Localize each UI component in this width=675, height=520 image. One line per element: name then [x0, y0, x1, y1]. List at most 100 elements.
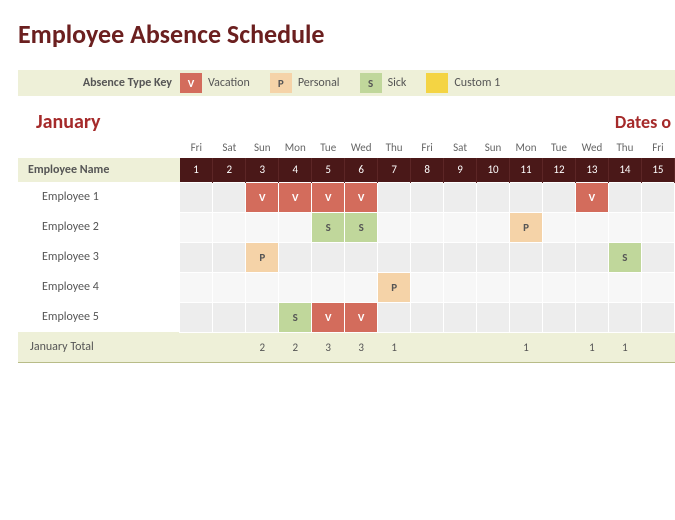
absence-cell [345, 242, 378, 272]
absence-cell [641, 302, 674, 332]
absence-cell [510, 272, 543, 302]
date-cell: 10 [477, 158, 510, 182]
legend-item: VVacation [180, 73, 250, 93]
legend-swatch: P [270, 73, 292, 93]
absence-cell [608, 212, 641, 242]
absence-cell [279, 242, 312, 272]
absence-cell: P [246, 242, 279, 272]
absence-cell [180, 242, 213, 272]
dow-cell: Sun [477, 136, 510, 158]
absence-cell [477, 302, 510, 332]
absence-cell: V [345, 302, 378, 332]
absence-cell [641, 272, 674, 302]
absence-cell: S [608, 242, 641, 272]
absence-cell [213, 182, 246, 212]
table-row: Employee 4 P [18, 272, 675, 302]
employee-name: Employee 4 [18, 272, 180, 302]
date-cell: 15 [641, 158, 674, 182]
absence-cell [477, 272, 510, 302]
absence-cell [213, 272, 246, 302]
total-cell [213, 332, 246, 362]
date-cell: 14 [608, 158, 641, 182]
absence-cell: V [312, 182, 345, 212]
absence-cell [180, 182, 213, 212]
absence-cell [641, 182, 674, 212]
total-label: January Total [18, 332, 180, 362]
absence-cell [180, 212, 213, 242]
absence-cell [180, 272, 213, 302]
dow-cell: Sat [444, 136, 477, 158]
date-cell: 7 [378, 158, 411, 182]
absence-cell [510, 182, 543, 212]
absence-cell: V [345, 182, 378, 212]
absence-cell [279, 212, 312, 242]
legend-text: Custom 1 [454, 76, 500, 90]
date-cell: 1 [180, 158, 213, 182]
dow-spacer [18, 136, 180, 158]
employee-name: Employee 1 [18, 182, 180, 212]
dow-cell: Sun [246, 136, 279, 158]
dow-cell: Thu [378, 136, 411, 158]
absence-cell: S [345, 212, 378, 242]
employee-name: Employee 5 [18, 302, 180, 332]
legend-item: P Personal [270, 73, 340, 93]
absence-cell [411, 182, 444, 212]
absence-cell [477, 182, 510, 212]
table-row: Employee 1VVVVV [18, 182, 675, 212]
total-cell: 3 [345, 332, 378, 362]
dow-cell: Thu [608, 136, 641, 158]
absence-cell: P [378, 272, 411, 302]
absence-cell [378, 182, 411, 212]
absence-cell [345, 272, 378, 302]
total-cell: 2 [279, 332, 312, 362]
dow-cell: Wed [345, 136, 378, 158]
employee-name: Employee 2 [18, 212, 180, 242]
date-cell: 9 [444, 158, 477, 182]
absence-cell [411, 242, 444, 272]
total-cell [180, 332, 213, 362]
date-cell: 13 [575, 158, 608, 182]
month-name: January [18, 110, 180, 134]
absence-cell: V [575, 182, 608, 212]
total-cell: 1 [510, 332, 543, 362]
date-cell: 12 [542, 158, 575, 182]
legend-item: S Sick [360, 73, 407, 93]
absence-cell [608, 302, 641, 332]
absence-cell [411, 272, 444, 302]
absence-cell [608, 272, 641, 302]
absence-cell [378, 212, 411, 242]
legend-text: Personal [298, 76, 340, 90]
total-cell: 1 [575, 332, 608, 362]
absence-cell [411, 302, 444, 332]
schedule-grid: FriSatSunMonTueWedThuFriSatSunMonTueWedT… [18, 136, 675, 363]
absence-cell [411, 212, 444, 242]
dow-cell: Tue [542, 136, 575, 158]
table-row: Employee 2SSP [18, 212, 675, 242]
dow-cell: Sat [213, 136, 246, 158]
absence-cell: V [246, 182, 279, 212]
absence-cell [378, 242, 411, 272]
absence-cell: V [279, 182, 312, 212]
absence-cell [510, 242, 543, 272]
page-title: Employee Absence Schedule [18, 18, 675, 50]
total-cell: 3 [312, 332, 345, 362]
absence-cell [575, 212, 608, 242]
total-cell [641, 332, 674, 362]
name-header: Employee Name [18, 158, 180, 182]
legend-text: Sick [388, 76, 407, 90]
date-cell: 5 [312, 158, 345, 182]
total-cell: 2 [246, 332, 279, 362]
absence-cell [444, 182, 477, 212]
date-cell: 11 [510, 158, 543, 182]
absence-cell [444, 272, 477, 302]
absence-cell [510, 302, 543, 332]
legend-swatch: S [360, 73, 382, 93]
absence-cell [279, 272, 312, 302]
legend-swatch: V [180, 73, 202, 93]
absence-cell [542, 212, 575, 242]
absence-cell: V [312, 302, 345, 332]
absence-cell [542, 272, 575, 302]
total-cell: 1 [378, 332, 411, 362]
absence-cell [444, 242, 477, 272]
legend-bar: Absence Type Key VVacationPPersonalSSick… [18, 70, 675, 96]
